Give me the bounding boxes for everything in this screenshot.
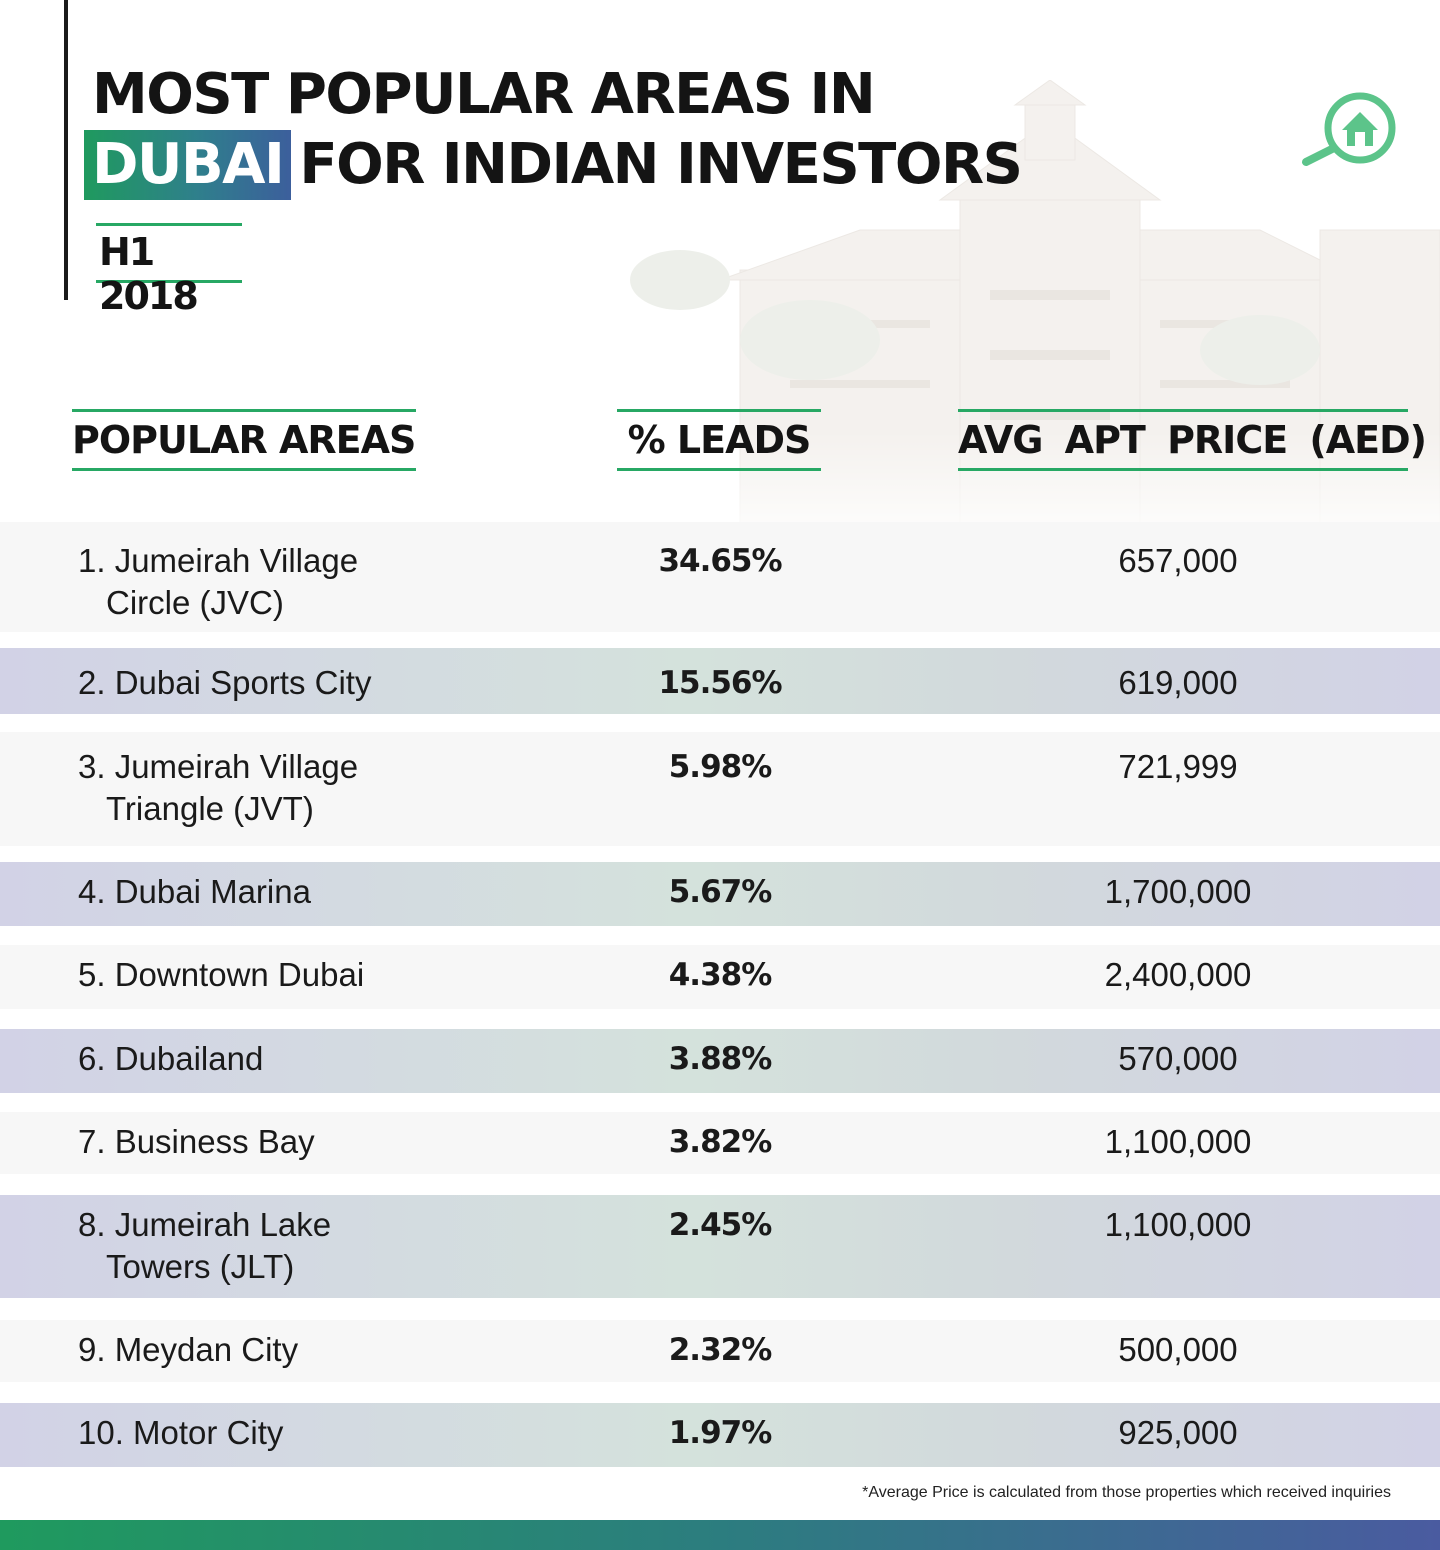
table-row: 6. Dubailand 3.88% 570,000: [0, 1029, 1440, 1093]
leads-value: 2.45%: [560, 1204, 880, 1246]
leads-value: 1.97%: [560, 1412, 880, 1454]
price-value: 570,000: [1028, 1038, 1328, 1080]
period-box: H1 2018: [96, 223, 242, 283]
area-name: 1. Jumeirah Village Circle (JVC): [78, 540, 518, 624]
table-row: 4. Dubai Marina 5.67% 1,700,000: [0, 862, 1440, 926]
area-name: 6. Dubailand: [78, 1038, 518, 1080]
page-title-line-2: DUBAI FOR INDIAN INVESTORS: [84, 130, 1021, 200]
leads-value: 5.67%: [560, 871, 880, 913]
page-title-line-1: MOST POPULAR AREAS IN: [92, 60, 874, 130]
area-name: 5. Downtown Dubai: [78, 954, 518, 996]
table-row: 2. Dubai Sports City 15.56% 619,000: [0, 648, 1440, 714]
leads-value: 4.38%: [560, 954, 880, 996]
column-header-leads: % LEADS: [617, 409, 821, 471]
title-line-2-rest: FOR INDIAN INVESTORS: [299, 132, 1021, 197]
bottom-gradient-bar: [0, 1520, 1440, 1550]
area-name: 2. Dubai Sports City: [78, 662, 518, 704]
price-value: 657,000: [1028, 540, 1328, 582]
area-name: 10. Motor City: [78, 1412, 518, 1454]
table-row: 7. Business Bay 3.82% 1,100,000: [0, 1112, 1440, 1174]
footnote: *Average Price is calculated from those …: [800, 1484, 1391, 1502]
price-value: 619,000: [1028, 662, 1328, 704]
leads-value: 5.98%: [560, 746, 880, 788]
leads-value: 2.32%: [560, 1329, 880, 1371]
area-name: 3. Jumeirah Village Triangle (JVT): [78, 746, 518, 830]
column-header-price: AVG APT PRICE (AED): [958, 409, 1408, 471]
price-value: 500,000: [1028, 1329, 1328, 1371]
table-row: 9. Meydan City 2.32% 500,000: [0, 1320, 1440, 1382]
table-row: 3. Jumeirah Village Triangle (JVT) 5.98% …: [0, 732, 1440, 846]
area-name: 9. Meydan City: [78, 1329, 518, 1371]
price-value: 1,100,000: [1028, 1121, 1328, 1163]
area-name: 7. Business Bay: [78, 1121, 518, 1163]
price-value: 721,999: [1028, 746, 1328, 788]
leads-value: 3.88%: [560, 1038, 880, 1080]
column-header-area: POPULAR AREAS: [72, 409, 416, 471]
leads-value: 3.82%: [560, 1121, 880, 1163]
header-accent-line: [64, 0, 68, 300]
price-value: 1,700,000: [1028, 871, 1328, 913]
leads-value: 34.65%: [560, 540, 880, 582]
table-row: 5. Downtown Dubai 4.38% 2,400,000: [0, 945, 1440, 1009]
period-label: H1 2018: [99, 230, 242, 318]
price-value: 925,000: [1028, 1412, 1328, 1454]
title-highlight-dubai: DUBAI: [84, 130, 291, 200]
table-row: 1. Jumeirah Village Circle (JVC) 34.65% 6…: [0, 522, 1440, 632]
price-value: 2,400,000: [1028, 954, 1328, 996]
table-row: 10. Motor City 1.97% 925,000: [0, 1403, 1440, 1467]
price-value: 1,100,000: [1028, 1204, 1328, 1246]
magnifier-house-icon: [1300, 90, 1404, 168]
area-name: 8. Jumeirah Lake Towers (JLT): [78, 1204, 518, 1288]
table-row: 8. Jumeirah Lake Towers (JLT) 2.45% 1,100…: [0, 1195, 1440, 1298]
area-name: 4. Dubai Marina: [78, 871, 518, 913]
leads-value: 15.56%: [560, 662, 880, 704]
